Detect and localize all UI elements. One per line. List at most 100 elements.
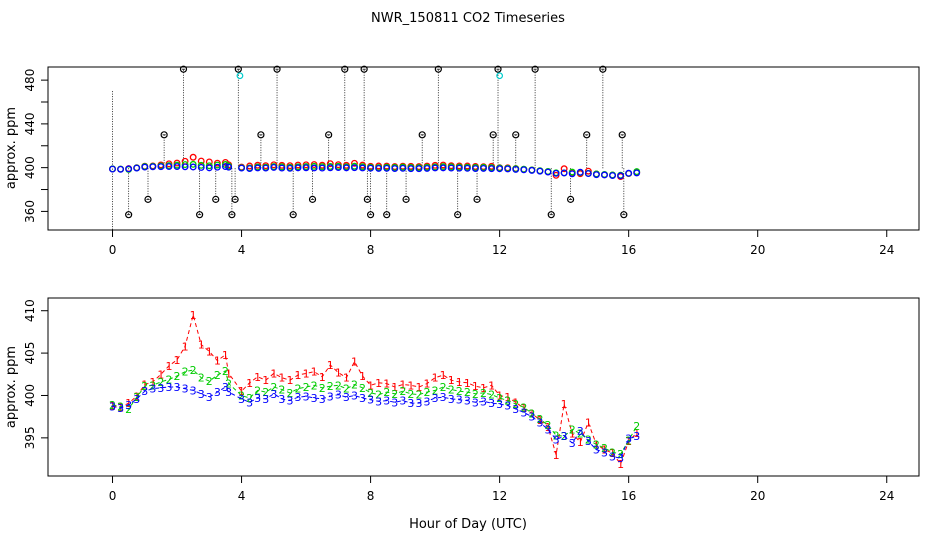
bottom-series-2-point: 2 — [174, 370, 181, 383]
bottom-series-3-point: 3 — [286, 395, 293, 408]
bottom-series-3-point: 3 — [262, 393, 269, 406]
bottom-series-2-point: 2 — [343, 383, 350, 396]
top-series-3-point — [133, 164, 141, 172]
top-series-3-point — [342, 164, 350, 172]
bottom-series-3-point: 3 — [222, 381, 229, 394]
top-series-3-point — [181, 163, 189, 171]
bottom-x-axis: 0 4 8 12 16 20 24 — [109, 475, 894, 503]
top-flag-marker — [196, 211, 204, 219]
bottom-series-2-line — [112, 369, 638, 455]
bottom-series-3-point: 3 — [496, 398, 503, 411]
bottom-series-1-point: 1 — [343, 372, 350, 385]
top-series-2-point — [213, 161, 221, 169]
bottom-series-2-point: 2 — [407, 388, 414, 401]
top-x-axis: 0 4 8 12 16 20 24 — [109, 229, 894, 257]
top-y-tick-label: 480 — [23, 69, 37, 92]
top-series-3-point — [117, 165, 125, 173]
top-flag-marker — [618, 131, 626, 139]
bottom-series-1-point: 1 — [601, 444, 608, 457]
bottom-series-3-point: 3 — [520, 406, 527, 419]
bottom-series-3-point: 3 — [545, 423, 552, 436]
top-flag-marker — [257, 131, 265, 139]
top-y-axis: 360 400 440 480 — [23, 69, 49, 223]
bottom-series-2-point: 2 — [488, 389, 495, 402]
bottom-series-3-point: 3 — [512, 403, 519, 416]
top-series-2-point — [181, 161, 189, 169]
bottom-series-2-point: 2 — [225, 378, 232, 391]
bottom-series-2-point: 2 — [617, 448, 624, 461]
bottom-series-3-point: 3 — [504, 400, 511, 413]
bottom-series-2-point: 2 — [593, 439, 600, 452]
bottom-series-3-point: 3 — [270, 388, 277, 401]
bottom-series-2-point: 2 — [311, 379, 318, 392]
bottom-series-2-point: 2 — [633, 420, 640, 433]
bottom-series-3-point: 3 — [165, 381, 172, 394]
top-flag-marker — [583, 131, 591, 139]
top-flag-marker — [325, 131, 333, 139]
top-series-3-point — [601, 171, 608, 179]
bottom-series-1-point: 1 — [464, 377, 471, 390]
top-series-1-point — [197, 157, 205, 165]
bottom-series-1-point: 1 — [182, 340, 189, 353]
bottom-series-3-point: 3 — [601, 446, 608, 459]
bottom-series-1-point: 1 — [335, 367, 342, 380]
top-flag-marker — [360, 65, 368, 73]
bottom-series-1-point: 1 — [432, 372, 439, 385]
bottom-series-2-point: 2 — [545, 419, 552, 432]
bottom-series-1-point: 1 — [222, 349, 229, 362]
bottom-series-3-point: 3 — [528, 411, 535, 424]
bottom-series-2-point: 2 — [351, 378, 358, 391]
top-flag-marker — [489, 131, 497, 139]
bottom-series-1-point: 1 — [633, 427, 640, 440]
top-y-tick-label: 440 — [23, 112, 37, 135]
bottom-series-3-point: 3 — [125, 399, 132, 412]
top-flag-marker — [620, 211, 628, 219]
top-flag-marker — [473, 195, 481, 203]
bottom-series-3-point: 3 — [343, 391, 350, 404]
bottom-series-1-point: 1 — [262, 374, 269, 387]
bottom-series-3-point: 3 — [456, 394, 463, 407]
top-series-3-point — [225, 163, 233, 171]
bottom-series-3-point: 3 — [141, 385, 148, 398]
bottom-series-1-point: 1 — [472, 380, 479, 393]
bottom-series-3-point: 3 — [225, 386, 232, 399]
bottom-series-1-point: 1 — [319, 371, 326, 384]
bottom-series-2-point: 2 — [125, 403, 132, 416]
bottom-series-2-point: 2 — [440, 381, 447, 394]
bottom-series-2-point: 2 — [609, 446, 616, 459]
bottom-series-2-point: 2 — [375, 389, 382, 402]
top-series-3-point — [294, 164, 302, 172]
bottom-series-3-point: 3 — [149, 383, 156, 396]
top-series-1-point — [584, 167, 592, 175]
bottom-series-2-point: 2 — [464, 386, 471, 399]
top-flag-marker — [308, 195, 317, 203]
top-series-3-point — [262, 164, 270, 172]
top-cyan-point — [496, 72, 504, 80]
bottom-series-1-point: 1 — [295, 369, 302, 382]
bottom-series-1-point: 1 — [536, 414, 543, 427]
top-flag-marker — [212, 195, 220, 203]
bottom-series-2-point: 2 — [190, 364, 197, 377]
top-series-2-point — [197, 161, 205, 169]
bottom-series-1-point: 1 — [165, 360, 172, 373]
top-series-3-point — [528, 166, 536, 174]
bottom-series-1-point: 1 — [625, 435, 632, 448]
top-series-3-point — [149, 163, 157, 171]
bottom-series-1-point: 1 — [424, 378, 431, 391]
bottom-series-2-point: 2 — [270, 381, 277, 394]
bottom-series-3-point: 3 — [246, 396, 253, 409]
bottom-series-3-point: 3 — [399, 395, 406, 408]
bottom-series-1-point: 1 — [553, 449, 560, 462]
bottom-series-1-point: 1 — [254, 371, 261, 384]
bottom-series-1-point: 1 — [585, 417, 592, 430]
bottom-series-3-point: 3 — [206, 391, 213, 404]
bottom-series-3-point: 3 — [488, 397, 495, 410]
top-flag-marker — [402, 195, 410, 203]
bottom-series-1-point: 1 — [351, 356, 358, 369]
bottom-series-3-point: 3 — [464, 395, 471, 408]
bottom-series-2-point: 2 — [432, 384, 439, 397]
top-flag-marker — [179, 65, 188, 73]
bottom-series-3-point: 3 — [303, 390, 310, 403]
